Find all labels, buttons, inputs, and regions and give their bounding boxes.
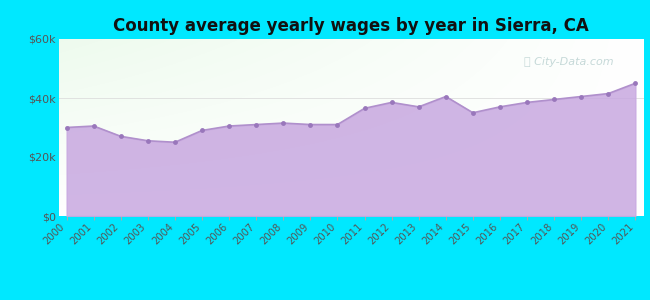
Point: [522, 100, 532, 105]
Point: [88, 124, 99, 128]
Point: [116, 134, 126, 139]
Point: [441, 94, 451, 99]
Point: [413, 104, 424, 109]
Point: [386, 100, 396, 105]
Point: [142, 138, 153, 143]
Point: [332, 122, 343, 127]
Point: [630, 81, 641, 86]
Point: [224, 124, 234, 128]
Point: [251, 122, 261, 127]
Point: [278, 121, 289, 125]
Point: [467, 110, 478, 115]
Text: ⓘ City-Data.com: ⓘ City-Data.com: [524, 57, 613, 67]
Point: [197, 128, 207, 133]
Title: County average yearly wages by year in Sierra, CA: County average yearly wages by year in S…: [113, 17, 589, 35]
Point: [576, 94, 586, 99]
Point: [359, 106, 370, 111]
Point: [603, 91, 614, 96]
Point: [305, 122, 315, 127]
Point: [170, 140, 180, 145]
Point: [495, 104, 505, 109]
Point: [549, 97, 559, 102]
Point: [61, 125, 72, 130]
